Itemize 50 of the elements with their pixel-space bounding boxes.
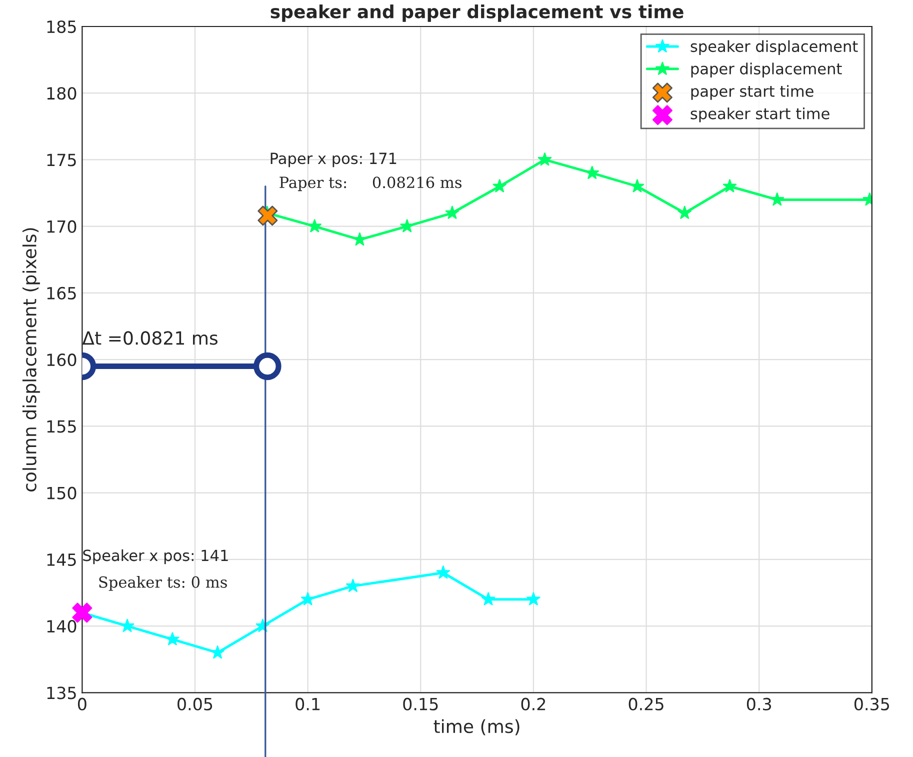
point: [445, 206, 460, 220]
y-tick-label: 165: [47, 286, 76, 300]
y-tick-label: 160: [47, 354, 76, 366]
point: [307, 218, 322, 232]
y-tick-label: 170: [47, 220, 76, 233]
point: [258, 206, 278, 226]
y-tick-label: 155: [47, 420, 76, 433]
y-tick-label: 145: [47, 554, 76, 566]
legend-label: speaker displacement: [690, 40, 858, 56]
x-tick-label: 0.1: [296, 698, 320, 710]
point: [165, 632, 180, 646]
annotation: Paper ts: 0.08216 ms: [280, 176, 462, 192]
point: [526, 592, 541, 606]
annotation: Speaker x pos: 141: [83, 549, 228, 564]
y-tick-label: 140: [47, 620, 76, 633]
annotation: Paper x pos: 171: [270, 152, 396, 168]
point: [584, 166, 600, 180]
point: [678, 206, 692, 220]
point: [300, 592, 315, 606]
point: [481, 592, 496, 606]
point: [630, 178, 644, 193]
y-tick-label: 175: [47, 154, 76, 166]
legend-label: paper displacement: [691, 62, 842, 78]
x-tick-label: 0.35: [854, 698, 890, 710]
point: [346, 578, 360, 592]
y-tick-label: 185: [47, 20, 76, 34]
y-tick-label: 135: [47, 686, 76, 700]
annotation: Speaker ts: 0 ms: [99, 576, 227, 591]
x-tick-label: 0.3: [746, 698, 772, 710]
y-tick-label: 150: [47, 486, 76, 500]
point: [770, 192, 784, 206]
x-tick-label: 0.2: [521, 698, 546, 710]
point: [722, 178, 737, 193]
legend-label: speaker start time: [690, 108, 830, 122]
point: [210, 645, 225, 659]
y-tick-label: 180: [47, 87, 76, 100]
point: [400, 218, 414, 232]
x-tick-label: 0.25: [628, 698, 664, 710]
point: [120, 618, 134, 632]
chart-title: speaker and paper displacement vs time: [270, 4, 684, 22]
point: [436, 565, 450, 579]
y-axis-title: column displacement (pixels): [22, 228, 40, 492]
x-tick-label: 0.05: [178, 698, 212, 710]
annotation: Δt =0.0821 ms: [82, 331, 218, 345]
x-tick-label: 0: [78, 698, 86, 710]
x-axis-title: time (ms): [434, 719, 520, 736]
x-tick-label: 0.15: [403, 698, 438, 710]
legend-label: paper start time: [691, 85, 814, 100]
point: [538, 152, 552, 166]
point: [492, 178, 507, 193]
